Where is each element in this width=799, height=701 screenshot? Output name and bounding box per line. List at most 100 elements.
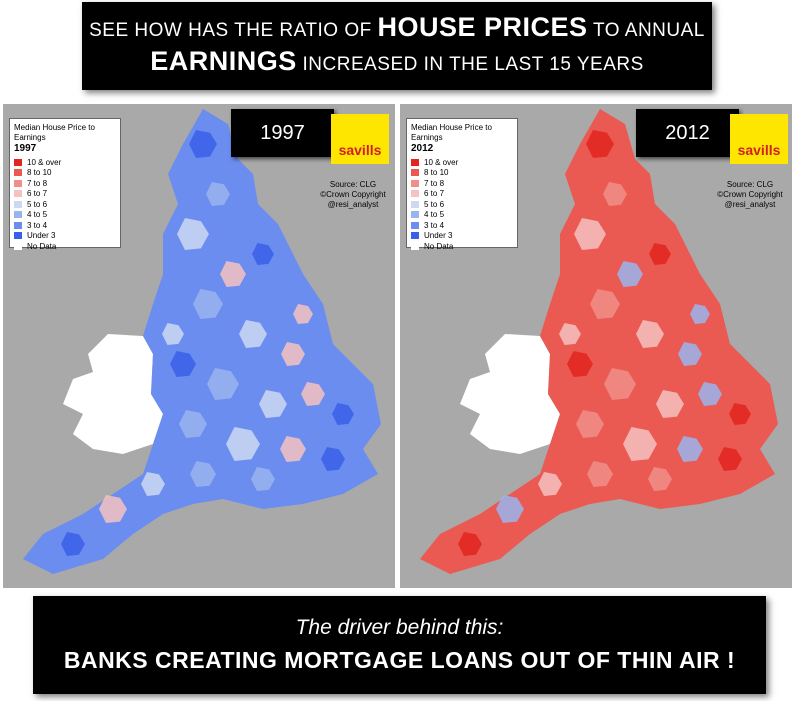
district-region [281,342,305,366]
district-region [301,382,325,406]
legend-label: 3 to 4 [27,220,48,230]
header-line1-post: to annual [593,20,705,41]
district-region [603,182,627,206]
legend-entry: 10 & over [411,157,513,168]
legend-entry: 3 to 4 [14,220,116,231]
district-region [220,261,246,287]
district-region [648,467,672,491]
legend-entry: No Data [411,241,513,252]
legend-entry: 5 to 6 [411,199,513,210]
district-region [141,472,165,496]
legend-swatch [14,211,22,219]
legend-swatch [411,211,419,219]
district-region [496,495,524,523]
legend-title: Median House Price to Earnings [411,123,492,142]
district-region [332,403,354,425]
district-region [162,323,184,345]
district-region [179,410,207,438]
legend-label: 5 to 6 [27,199,48,209]
legend-swatch [411,190,419,198]
legend-swatch [14,242,22,250]
legend-label: 8 to 10 [424,168,449,178]
footer-banner: The driver behind this: BANKS CREATING M… [33,596,766,694]
district-region [226,427,260,461]
source-line: Source: CLG [726,180,774,189]
legend-label: 4 to 5 [424,210,445,220]
district-region [678,342,702,366]
legend-entry: 6 to 7 [411,189,513,200]
handle-line: @resi_analyst [327,200,379,209]
source-credit: Source: CLG ©Crown Copyright @resi_analy… [705,180,792,210]
district-region [61,532,85,556]
legend-swatch [14,232,22,240]
district-region [458,532,482,556]
legend-swatch [14,221,22,229]
district-region [559,323,581,345]
district-region [190,461,216,487]
district-region [567,351,593,377]
legend-entry: 6 to 7 [14,189,116,200]
district-region [239,320,267,348]
district-region [252,243,274,265]
district-region [587,461,613,487]
district-region [99,495,127,523]
legend-label: 10 & over [424,157,459,167]
source-line: Source: CLG [329,180,377,189]
legend-entry: 8 to 10 [411,168,513,179]
legend-label: 7 to 8 [27,178,48,188]
source-credit: Source: CLG ©Crown Copyright @resi_analy… [308,180,395,210]
footer-line-1: The driver behind this: [295,616,504,639]
copyright-line: ©Crown Copyright [717,190,783,199]
legend-entry: 8 to 10 [14,168,116,179]
legend-swatch [411,158,419,166]
map-panel-1997: Median House Price to Earnings 1997 10 &… [3,104,395,588]
legend-swatch [411,232,419,240]
legend-label: 5 to 6 [424,199,445,209]
legend-entry: Under 3 [14,231,116,242]
district-region [170,351,196,377]
legend-1997: Median House Price to Earnings 1997 10 &… [9,118,121,251]
legend-2012: Median House Price to Earnings 2012 10 &… [406,118,518,251]
handle-line: @resi_analyst [724,200,776,209]
district-region [718,447,742,471]
legend-swatch [411,169,419,177]
legend-swatch [411,179,419,187]
legend-entry: 7 to 8 [14,178,116,189]
district-region [251,467,275,491]
legend-label: 7 to 8 [424,178,445,188]
year-label-1997: 1997 [231,109,334,157]
legend-label: 4 to 5 [27,210,48,220]
legend-entry: 10 & over [14,157,116,168]
legend-entry: 4 to 5 [411,210,513,221]
district-region [586,130,614,158]
district-region [206,182,230,206]
savills-logo: savills [730,114,788,164]
legend-swatch [411,242,419,250]
legend-entry: 3 to 4 [411,220,513,231]
district-region [574,218,606,250]
legend-title: Median House Price to Earnings [14,123,95,142]
england-map-2012 [420,109,778,574]
legend-label: Under 3 [27,231,56,241]
district-region [321,447,345,471]
legend-swatch [14,179,22,187]
legend-entry: 5 to 6 [14,199,116,210]
legend-label: No Data [424,241,454,251]
legend-swatch [14,190,22,198]
savills-logo: savills [331,114,389,164]
district-region [604,368,636,400]
district-region [729,403,751,425]
copyright-line: ©Crown Copyright [320,190,386,199]
district-region [677,436,703,462]
header-banner: See how has the ratio of HOUSE PRICES to… [82,2,712,90]
district-region [538,472,562,496]
wales-shape [460,334,560,454]
district-region [623,427,657,461]
legend-label: 6 to 7 [424,189,445,199]
district-region [690,304,710,324]
legend-entry: 7 to 8 [411,178,513,189]
header-line1-bold: HOUSE PRICES [377,12,588,42]
legend-year: 1997 [14,143,37,154]
legend-year: 2012 [411,143,434,154]
district-region [617,261,643,287]
